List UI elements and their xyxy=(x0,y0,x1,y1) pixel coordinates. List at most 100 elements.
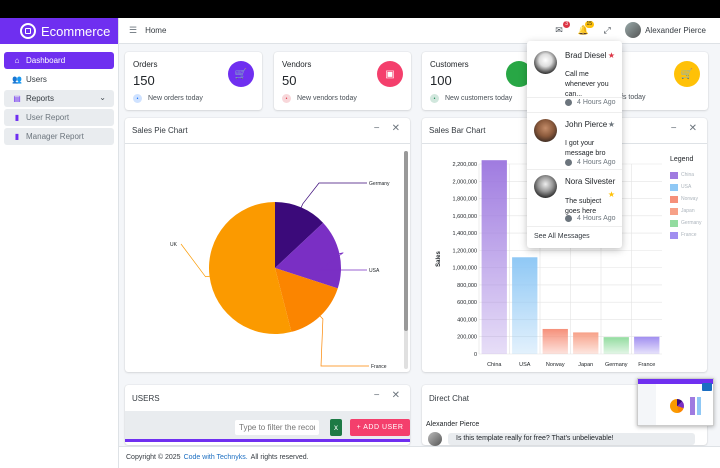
fullscreen-icon[interactable]: ⤢ xyxy=(603,24,611,35)
sidebar-item-label: Reports xyxy=(26,94,55,103)
pie-chart-panel: Sales Pie Chart − ✕ Germany USA France UK xyxy=(125,118,410,372)
footer: Copyright © 2025 Code with Technyks. All… xyxy=(119,446,720,468)
messages-badge: 3 xyxy=(563,21,571,28)
notifications-badge: 15 xyxy=(584,21,595,28)
excel-export-icon[interactable]: x xyxy=(330,419,342,436)
message-text: The subject goes here xyxy=(565,198,602,215)
users-icon: 👥 xyxy=(12,75,22,84)
stat-sub: • New customers today xyxy=(430,94,512,103)
stat-title: Customers xyxy=(430,60,469,69)
stat-card-fourth: fs today 🛒 xyxy=(610,52,708,110)
legend-label: USA xyxy=(681,184,692,190)
app-title: Ecommerce xyxy=(41,23,111,39)
bar-china[interactable] xyxy=(481,160,507,354)
add-user-button[interactable]: + ADD USER xyxy=(350,419,410,436)
avatar xyxy=(534,175,557,198)
pie-leader-line xyxy=(180,243,210,278)
pie-slice-france[interactable] xyxy=(275,268,338,332)
clock-icon xyxy=(565,99,572,106)
thumbnail-badge xyxy=(702,383,712,391)
panel-tools: −✕ xyxy=(362,123,400,134)
avatar[interactable] xyxy=(625,22,642,38)
star-icon: ★ xyxy=(607,120,615,129)
legend-item[interactable]: France xyxy=(670,229,714,241)
sidebar-item-label: Dashboard xyxy=(26,56,66,65)
header-actions: ✉ 3 🔔 15 ⤢ Alexander Pierce xyxy=(541,21,706,38)
brand[interactable]: Ecommerce xyxy=(0,18,118,44)
x-tick-label: France xyxy=(638,362,655,368)
x-tick-label: China xyxy=(487,362,502,368)
screenshot-thumbnail[interactable] xyxy=(637,378,714,426)
stat-sub: • New orders today xyxy=(133,94,203,103)
legend-swatch xyxy=(670,207,678,215)
sidebar-item-users[interactable]: 👥 Users xyxy=(4,71,114,88)
cart-icon: 🛒 xyxy=(674,61,700,87)
y-tick-label: 400,000 xyxy=(457,317,477,323)
minimize-icon[interactable]: − xyxy=(373,123,380,134)
message-time-row: 4 Hours Ago xyxy=(527,41,622,106)
avatar xyxy=(534,119,557,142)
bar-france[interactable] xyxy=(634,336,660,354)
legend-item[interactable]: Japan xyxy=(670,205,714,217)
panel-title: Sales Pie Chart xyxy=(132,126,188,135)
bar-usa[interactable] xyxy=(512,257,538,354)
scrollbar-thumb[interactable] xyxy=(404,151,408,331)
message-time: 4 Hours Ago xyxy=(565,215,616,222)
bar-germany[interactable] xyxy=(603,337,629,354)
legend-label: Norway xyxy=(681,196,698,202)
legend-item[interactable]: Germany xyxy=(670,217,714,229)
stat-sub-text: fs today xyxy=(621,94,646,101)
message-item[interactable]: John Pierce ★ I got your message bro 4 H… xyxy=(527,112,622,170)
legend-label: China xyxy=(681,172,695,178)
message-item[interactable]: Nora Silvester ★ The subject goes here 4… xyxy=(527,171,622,227)
filter-input[interactable] xyxy=(235,420,319,435)
pie-slice-germany[interactable] xyxy=(275,202,324,268)
stat-card-vendors: Vendors 50 • New vendors today ▣ xyxy=(274,52,411,110)
x-tick-label: USA xyxy=(519,362,531,368)
panel-header: Sales Pie Chart − ✕ xyxy=(125,118,410,144)
sidebar-item-manager-report[interactable]: ▮ Manager Report xyxy=(4,128,114,145)
star-icon: ★ xyxy=(607,190,615,199)
minimize-icon[interactable]: − xyxy=(670,123,677,134)
close-icon[interactable]: ✕ xyxy=(688,123,697,134)
pie-leader-line xyxy=(317,252,367,271)
footer-link[interactable]: Code with Technyks. xyxy=(183,454,248,461)
sidebar-nav: ⌂ Dashboard 👥 Users ▤ Reports ⌄ ▮ User R… xyxy=(0,44,118,145)
menu-toggle-icon[interactable]: ☰ xyxy=(129,25,138,35)
bar-japan[interactable] xyxy=(573,332,599,354)
bar-norway[interactable] xyxy=(542,328,568,354)
legend-swatch xyxy=(670,195,678,203)
panel-title: Direct Chat xyxy=(429,393,470,403)
sidebar-item-user-report[interactable]: ▮ User Report xyxy=(4,109,114,126)
scrollbar[interactable] xyxy=(404,151,408,369)
y-tick-label: 1,800,000 xyxy=(453,197,477,203)
pie-slice-usa[interactable] xyxy=(275,222,341,289)
sidebar-item-reports[interactable]: ▤ Reports ⌄ xyxy=(4,90,114,107)
close-icon[interactable]: ✕ xyxy=(391,390,400,401)
see-all-messages-link[interactable]: See All Messages xyxy=(534,233,590,240)
pie-label: UK xyxy=(170,242,178,248)
legend-item[interactable]: Norway xyxy=(670,193,714,205)
message-sender: John Pierce xyxy=(565,120,608,129)
minimize-icon[interactable]: − xyxy=(373,390,380,401)
thumbnail-pie xyxy=(670,399,684,413)
panel-tools: −✕ xyxy=(362,390,400,401)
sidebar-item-label: Users xyxy=(26,75,47,84)
legend-swatch xyxy=(670,183,678,191)
top-header: ☰ Home ✉ 3 🔔 15 ⤢ Alexander Pierce xyxy=(119,18,720,44)
cart-icon: 🛒 xyxy=(228,61,254,87)
info-icon: • xyxy=(282,94,291,103)
sidebar-item-dashboard[interactable]: ⌂ Dashboard xyxy=(4,52,114,69)
bell-icon[interactable]: 🔔 15 xyxy=(577,21,595,35)
legend-label: France xyxy=(681,232,697,238)
message-item[interactable]: Brad Diesel ★ Call me whenever you can..… xyxy=(527,41,622,98)
legend-item[interactable]: USA xyxy=(670,181,714,193)
thumbnail-bars xyxy=(690,397,710,415)
breadcrumb[interactable]: Home xyxy=(145,26,167,35)
legend-item[interactable]: China xyxy=(670,169,714,181)
messages-icon[interactable]: ✉ 3 xyxy=(555,21,571,35)
user-name[interactable]: Alexander Pierce xyxy=(645,25,706,35)
panel-title: USERS xyxy=(132,393,160,403)
close-icon[interactable]: ✕ xyxy=(391,123,400,134)
pie-slice-uk[interactable] xyxy=(209,202,292,334)
